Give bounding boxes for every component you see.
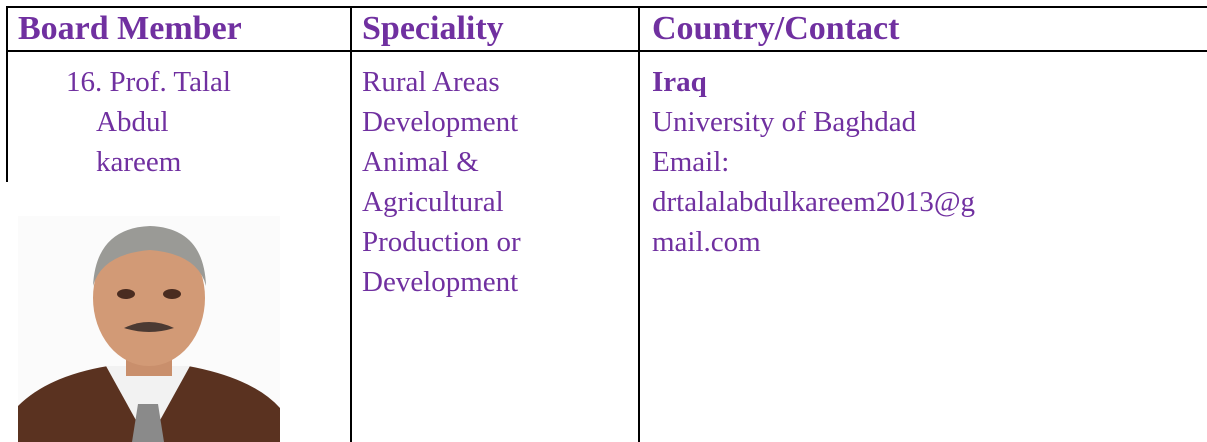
- table-border: [6, 6, 1207, 8]
- table-border: [6, 6, 8, 182]
- contact: drtalalabdulkareem2013@g: [652, 186, 976, 218]
- contact: University of Baghdad: [652, 106, 917, 138]
- header-cell: Country/Contact: [652, 10, 900, 47]
- speciality: Development: [362, 266, 519, 298]
- header-cell: Board Member: [18, 10, 242, 47]
- speciality: Rural Areas: [362, 66, 500, 98]
- member-name: 16. Prof. Talal: [66, 66, 231, 98]
- member-name: Abdul: [96, 106, 169, 138]
- member-photo: [18, 216, 280, 442]
- table-border: [638, 6, 640, 442]
- contact: mail.com: [652, 226, 761, 258]
- member-name: kareem: [96, 146, 182, 178]
- speciality: Animal &: [362, 146, 479, 178]
- table-border: [350, 6, 352, 442]
- speciality: Agricultural: [362, 186, 504, 218]
- contact: Email:: [652, 146, 730, 178]
- speciality: Production or: [362, 226, 521, 258]
- country: Iraq: [652, 66, 707, 98]
- speciality: Development: [362, 106, 519, 138]
- table-border: [6, 50, 1207, 52]
- header-cell: Speciality: [362, 10, 504, 47]
